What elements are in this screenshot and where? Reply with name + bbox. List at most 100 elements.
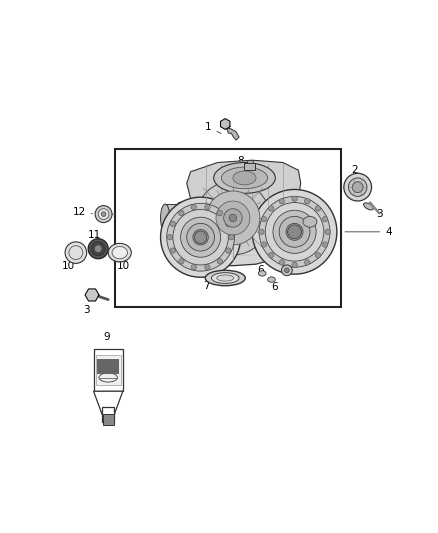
- Circle shape: [196, 181, 270, 255]
- Text: 4: 4: [345, 227, 392, 237]
- Circle shape: [194, 231, 207, 244]
- Ellipse shape: [205, 270, 245, 286]
- Ellipse shape: [268, 277, 276, 282]
- Text: 10: 10: [117, 262, 130, 271]
- Ellipse shape: [112, 246, 127, 259]
- Circle shape: [191, 264, 197, 270]
- Circle shape: [229, 235, 234, 240]
- Ellipse shape: [298, 213, 321, 230]
- Circle shape: [217, 259, 223, 264]
- Text: 6: 6: [258, 265, 264, 276]
- Circle shape: [170, 248, 176, 253]
- Polygon shape: [221, 119, 230, 130]
- Bar: [244, 163, 255, 170]
- Bar: [247, 160, 253, 163]
- Text: 12: 12: [72, 207, 92, 217]
- Circle shape: [259, 229, 264, 235]
- Text: 8: 8: [237, 156, 250, 166]
- Ellipse shape: [364, 203, 373, 210]
- Ellipse shape: [224, 204, 234, 232]
- Circle shape: [94, 245, 102, 253]
- Bar: [97, 369, 119, 372]
- Circle shape: [167, 235, 173, 240]
- Circle shape: [173, 209, 228, 265]
- Circle shape: [167, 203, 234, 271]
- Circle shape: [193, 230, 208, 245]
- Circle shape: [322, 216, 328, 222]
- Circle shape: [187, 223, 215, 251]
- Circle shape: [344, 173, 371, 201]
- Text: 3: 3: [83, 305, 90, 316]
- Circle shape: [268, 253, 274, 258]
- Circle shape: [322, 242, 328, 247]
- Ellipse shape: [108, 244, 131, 262]
- Text: 6: 6: [271, 282, 278, 292]
- Circle shape: [285, 268, 289, 273]
- Circle shape: [95, 206, 112, 223]
- Ellipse shape: [233, 171, 256, 185]
- Ellipse shape: [217, 275, 234, 281]
- Text: 1: 1: [205, 122, 221, 134]
- Ellipse shape: [221, 167, 268, 189]
- Circle shape: [217, 211, 223, 216]
- Circle shape: [279, 198, 285, 204]
- Circle shape: [268, 206, 274, 211]
- Text: 10: 10: [62, 262, 75, 271]
- Polygon shape: [164, 199, 310, 265]
- Bar: [103, 414, 113, 425]
- Circle shape: [206, 191, 260, 245]
- Circle shape: [315, 206, 321, 211]
- Ellipse shape: [91, 242, 105, 256]
- Bar: [97, 360, 119, 363]
- Circle shape: [286, 223, 303, 240]
- Polygon shape: [187, 160, 301, 206]
- Circle shape: [325, 229, 330, 235]
- Bar: [97, 368, 119, 370]
- Circle shape: [179, 211, 184, 216]
- Bar: [97, 366, 119, 368]
- Bar: [94, 349, 123, 391]
- Circle shape: [352, 182, 363, 192]
- Circle shape: [279, 216, 310, 247]
- Circle shape: [224, 209, 242, 227]
- Text: 5: 5: [293, 263, 300, 273]
- Bar: [97, 364, 119, 366]
- Bar: [164, 204, 229, 232]
- Bar: [97, 362, 119, 364]
- Bar: [115, 149, 341, 306]
- Circle shape: [98, 209, 109, 220]
- Bar: [97, 372, 119, 374]
- Text: 3: 3: [376, 209, 382, 219]
- Circle shape: [216, 201, 250, 235]
- Circle shape: [288, 225, 301, 239]
- Bar: [96, 355, 120, 385]
- Text: 7: 7: [203, 281, 215, 292]
- Bar: [97, 365, 119, 367]
- Circle shape: [179, 259, 184, 264]
- Circle shape: [292, 196, 297, 201]
- Text: 2: 2: [351, 165, 358, 175]
- Circle shape: [349, 178, 367, 196]
- Circle shape: [65, 242, 87, 263]
- Circle shape: [101, 212, 106, 216]
- Circle shape: [161, 197, 240, 277]
- Circle shape: [226, 221, 231, 227]
- Circle shape: [261, 216, 267, 222]
- Ellipse shape: [88, 239, 108, 259]
- Circle shape: [252, 189, 337, 274]
- Circle shape: [229, 214, 237, 222]
- Circle shape: [205, 264, 210, 270]
- Text: 11: 11: [88, 230, 101, 240]
- Circle shape: [191, 205, 197, 210]
- Polygon shape: [227, 128, 239, 140]
- Circle shape: [282, 265, 292, 276]
- Circle shape: [279, 260, 285, 265]
- Circle shape: [315, 253, 321, 258]
- Ellipse shape: [303, 216, 317, 227]
- Ellipse shape: [212, 273, 239, 284]
- Ellipse shape: [161, 204, 170, 232]
- Circle shape: [259, 196, 330, 267]
- Circle shape: [261, 242, 267, 247]
- Circle shape: [304, 198, 310, 204]
- Circle shape: [265, 203, 324, 261]
